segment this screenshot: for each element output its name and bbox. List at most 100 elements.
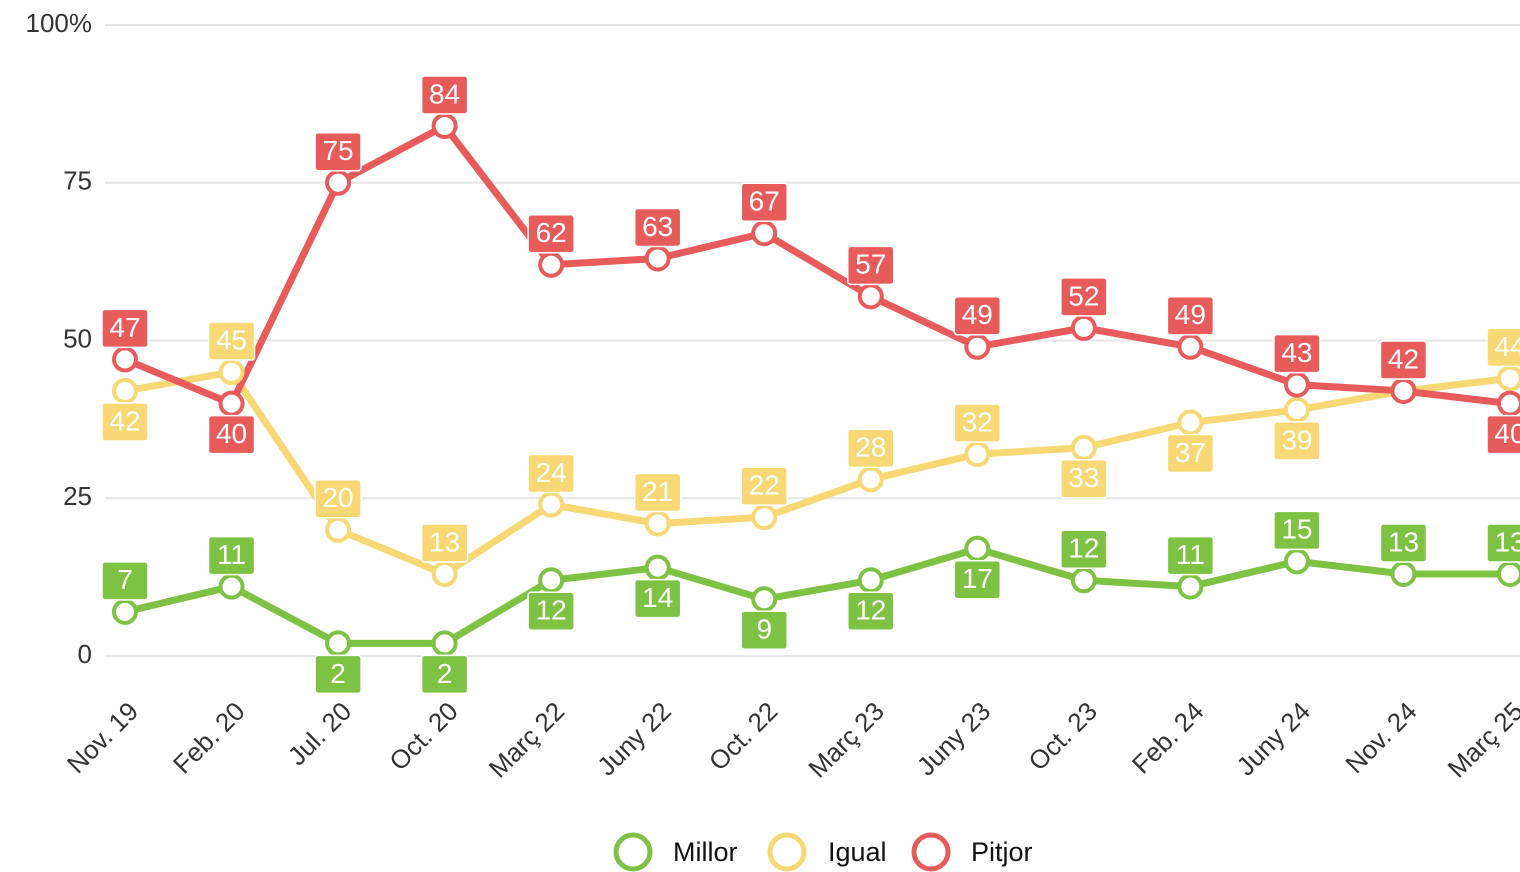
data-point — [751, 586, 778, 613]
data-label-box — [314, 654, 362, 695]
data-label-text: 57 — [855, 249, 886, 280]
series-line — [123, 122, 1511, 408]
data-point — [964, 333, 991, 360]
data-point — [325, 169, 352, 196]
data-point — [1177, 333, 1204, 360]
data-label-box — [420, 75, 469, 115]
data-label-box — [1273, 333, 1321, 374]
x-tick-label: Oct. 22 — [703, 696, 783, 776]
data-label-text: 39 — [1281, 424, 1312, 455]
data-label: 37 — [1166, 433, 1215, 474]
data-label-text: 47 — [109, 312, 140, 343]
data-label-box — [527, 591, 575, 632]
data-point — [431, 560, 458, 587]
data-point — [112, 346, 138, 373]
data-label: 13 — [1486, 523, 1520, 563]
data-label: 57 — [847, 245, 895, 286]
x-tick-label: Oct. 23 — [1022, 696, 1102, 776]
data-label: 67 — [740, 182, 788, 222]
data-point — [1390, 377, 1417, 404]
data-label-text: 75 — [322, 135, 353, 166]
data-label-text: 37 — [1175, 437, 1206, 468]
data-point — [538, 567, 565, 594]
data-point — [325, 516, 352, 543]
data-label-box — [953, 559, 1002, 600]
data-label: 11 — [1166, 535, 1215, 576]
data-label: 45 — [207, 321, 256, 361]
data-label: 7 — [101, 561, 149, 601]
data-label: 28 — [847, 428, 895, 469]
x-tick-label: Març 22 — [483, 696, 571, 784]
data-label-text: 12 — [1068, 533, 1099, 564]
data-point — [1497, 390, 1520, 417]
data-label: 49 — [953, 296, 1002, 336]
data-point — [325, 630, 352, 657]
data-label-text: 2 — [330, 658, 346, 689]
data-label-box — [1166, 296, 1215, 336]
data-label: 43 — [1273, 333, 1321, 374]
data-point — [218, 359, 245, 386]
data-label-text: 40 — [216, 418, 247, 449]
legend-marker — [613, 832, 653, 872]
data-label-box — [1379, 340, 1428, 380]
data-label-box — [847, 245, 895, 286]
data-label-box — [207, 535, 256, 576]
data-point — [644, 554, 671, 581]
data-label-box — [1060, 277, 1108, 317]
data-point — [964, 535, 991, 562]
data-label-text: 63 — [642, 211, 673, 242]
data-label-text: 49 — [962, 299, 993, 330]
data-label-text: 13 — [1388, 526, 1419, 557]
data-label-text: 40 — [1494, 418, 1520, 449]
data-label: 40 — [207, 414, 256, 455]
data-label: 2 — [420, 654, 469, 695]
data-label: 13 — [1379, 523, 1428, 563]
data-label-text: 22 — [749, 470, 780, 501]
data-point — [218, 390, 245, 417]
data-label-box — [314, 479, 362, 519]
data-point — [857, 567, 884, 594]
data-label: 62 — [527, 214, 575, 254]
y-tick-label: 25 — [63, 481, 92, 511]
data-label-text: 84 — [429, 78, 460, 109]
data-label-text: 14 — [642, 582, 673, 613]
x-tick-label: Nov. 19 — [61, 696, 144, 779]
data-label: 44 — [1486, 327, 1520, 368]
data-label: 42 — [1379, 340, 1428, 380]
x-tick-label: Feb. 24 — [1126, 696, 1210, 780]
series-line — [124, 545, 1510, 647]
data-label-text: 43 — [1281, 337, 1312, 368]
data-point — [644, 245, 671, 272]
data-label-box — [1486, 414, 1520, 455]
data-label-box — [1166, 535, 1215, 576]
data-label-text: 12 — [855, 595, 886, 626]
data-label-box — [740, 466, 788, 506]
data-label: 12 — [527, 591, 575, 632]
legend-label: Pitjor — [971, 837, 1033, 867]
data-point — [1177, 573, 1204, 600]
data-label-text: 13 — [429, 526, 460, 557]
data-point — [1177, 409, 1204, 436]
data-point — [1283, 396, 1310, 423]
data-label-box — [1486, 523, 1520, 563]
data-label-box — [847, 428, 895, 469]
data-label-box — [1273, 510, 1321, 551]
data-point — [112, 598, 138, 625]
x-tick-label: Juny 23 — [911, 696, 997, 782]
data-label-text: 62 — [536, 217, 567, 248]
y-tick-label: 100% — [26, 8, 93, 38]
data-label-text: 45 — [216, 324, 247, 355]
data-point — [751, 220, 778, 247]
data-label: 12 — [1060, 529, 1108, 570]
data-label-box — [1486, 327, 1520, 368]
data-label-box — [740, 610, 788, 650]
data-label: 21 — [633, 472, 682, 513]
data-label-box — [1379, 523, 1428, 563]
x-tick-label: Juny 22 — [591, 696, 677, 782]
x-tick-label: Jul. 20 — [282, 696, 357, 771]
data-label-text: 52 — [1068, 280, 1099, 311]
data-label: 17 — [953, 559, 1002, 600]
data-label-text: 9 — [756, 614, 772, 645]
data-label-text: 42 — [1388, 343, 1419, 374]
data-label: 75 — [314, 132, 362, 172]
